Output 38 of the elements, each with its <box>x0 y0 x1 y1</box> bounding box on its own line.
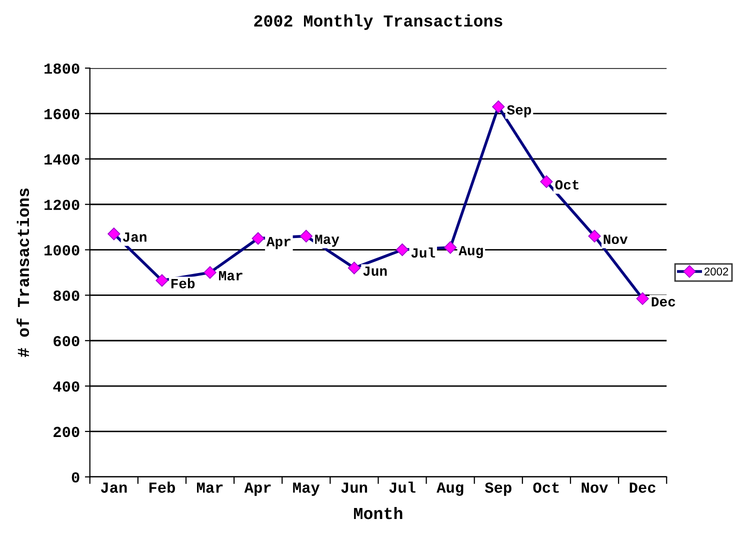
x-tick-label: Jun <box>341 482 368 493</box>
annotation: May <box>315 234 340 247</box>
x-tick-label: Nov <box>582 482 608 493</box>
annotation: Jun <box>363 266 387 276</box>
annotation: Dec <box>652 297 676 307</box>
annotation: Mar <box>219 271 242 280</box>
x-tick-label: Apr <box>244 482 271 496</box>
x-tick-label: Oct <box>533 482 559 493</box>
annotation: Sep <box>506 105 532 118</box>
y-tick-label: 1200 <box>44 200 80 210</box>
x-tick-label: Aug <box>436 482 464 496</box>
annotation: Oct <box>555 180 578 190</box>
annotation: Feb <box>171 278 195 288</box>
y-tick-label: 1800 <box>44 63 80 74</box>
x-tick-label: Sep <box>484 482 512 496</box>
annotation: Jan <box>122 232 146 242</box>
annotation: Aug <box>458 246 483 258</box>
y-tick-label: 1400 <box>44 154 80 165</box>
y-tick-label: 400 <box>53 381 80 392</box>
annotation: Nov <box>604 234 628 244</box>
x-tick-label: Dec <box>630 482 656 493</box>
x-tick-label: Feb <box>149 482 175 493</box>
y-axis-title: # of Transactions <box>16 188 30 358</box>
legend-label: 2002 <box>704 268 728 276</box>
x-tick-label: May <box>293 482 320 496</box>
y-tick-label: 1000 <box>44 245 80 256</box>
y-tick-label: 200 <box>54 426 80 438</box>
annotation: Jul <box>411 247 436 258</box>
y-tick-label: 600 <box>54 336 80 346</box>
y-tick-label: 800 <box>53 290 80 301</box>
y-tick-label: 1600 <box>44 108 80 120</box>
chart-title: 2002 Monthly Transactions <box>254 14 502 30</box>
x-tick-label: Mar <box>197 482 223 493</box>
x-tick-label: Jan <box>100 482 127 493</box>
x-tick-label: Jul <box>389 482 416 493</box>
y-tick-label: 0 <box>72 472 80 483</box>
annotation: Apr <box>266 237 290 250</box>
x-axis-title: Month <box>354 506 402 520</box>
